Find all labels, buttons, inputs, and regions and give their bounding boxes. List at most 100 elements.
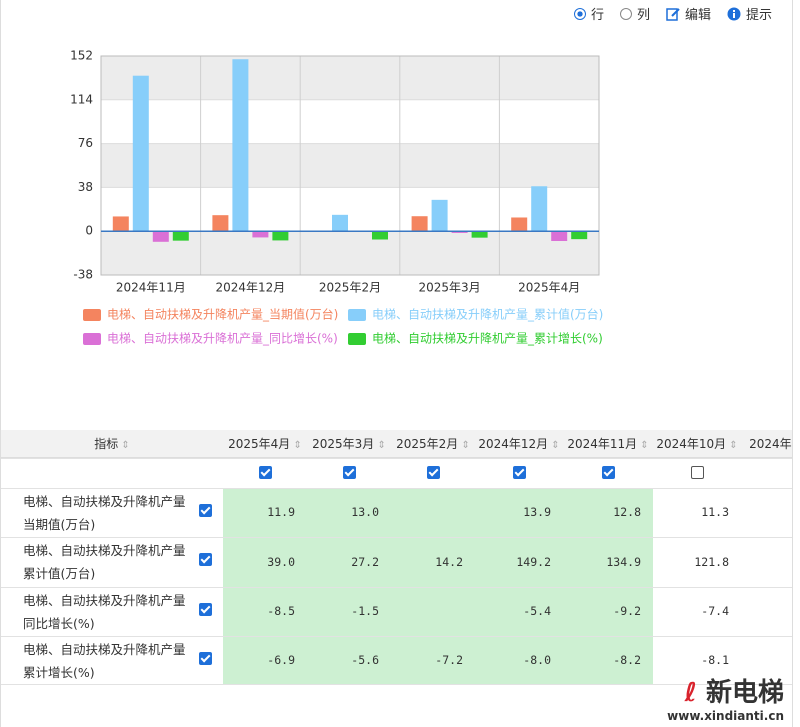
cell-value: 134.9 (606, 555, 641, 569)
y-tick-label: 0 (85, 224, 93, 238)
plot-band (101, 56, 599, 100)
cell-value: 14.2 (435, 555, 463, 569)
row-border (1, 587, 792, 588)
legend-swatch (83, 333, 101, 345)
sort-icon[interactable]: ⇕ (290, 440, 302, 451)
label: 行 (590, 8, 604, 23)
y-tick-label: 38 (78, 180, 93, 194)
cell-value: -5.4 (523, 604, 551, 618)
column-header[interactable]: 2024年12月 ⇕ (475, 430, 563, 458)
legend-label: 电梯、自动扶梯及升降机产量_累计值(万台) (372, 307, 603, 322)
bar (332, 214, 348, 232)
cell-value: 12.8 (613, 505, 641, 519)
header-text: 2024年12月 (478, 437, 549, 451)
bar (112, 216, 129, 232)
sort-icon[interactable]: ⇕ (726, 440, 738, 451)
legend-label: 电梯、自动扶梯及升降机产量_累计增长(%) (372, 331, 603, 346)
toolbar: 行 列 编辑 提示 (573, 4, 772, 23)
label: 编辑 (684, 8, 711, 23)
cell-value: -1.5 (351, 604, 379, 618)
cell-value: -5.6 (351, 653, 379, 667)
cell-value: 11.3 (701, 505, 729, 519)
column-checkbox[interactable] (691, 466, 704, 479)
row-checkbox[interactable] (199, 652, 212, 665)
row-border (1, 488, 792, 489)
sort-icon[interactable]: ⇕ (637, 440, 649, 451)
cell-value: -8.1 (701, 653, 729, 667)
row-checkbox[interactable] (199, 603, 212, 616)
highlight (223, 587, 653, 636)
legend-swatch (348, 333, 366, 345)
label: 列 (636, 8, 650, 23)
bar (152, 231, 169, 242)
column-checkbox[interactable] (513, 466, 526, 479)
cell-value: -8.2 (613, 653, 641, 667)
header-bg (1, 430, 792, 458)
edit-icon (666, 7, 680, 21)
cell-value: 121.8 (694, 555, 729, 569)
column-header[interactable]: 指标 ⇕ (1, 430, 223, 458)
row-label: 累计增长(%) (23, 665, 95, 680)
edit-button[interactable]: 编辑 (666, 4, 711, 23)
column-header[interactable]: 2024年11月 ⇕ (563, 430, 653, 458)
column-header[interactable]: 2025年2月 ⇕ (391, 430, 475, 458)
header-text: 指标 (94, 437, 119, 451)
row-label: 电梯、自动扶梯及升降机产量 (23, 543, 186, 558)
row-label: 累计值(万台) (23, 566, 96, 581)
row-checkbox[interactable] (199, 553, 212, 566)
cell-value: -9.2 (613, 604, 641, 618)
cell-value: 149.2 (516, 555, 551, 569)
column-option[interactable]: 列 (619, 4, 650, 23)
highlight (223, 488, 653, 537)
header-text: 2024年9月 (749, 437, 792, 451)
row-border (1, 458, 792, 459)
bar (511, 217, 528, 232)
row-border (1, 684, 792, 685)
plot-band (101, 99, 599, 144)
sort-icon[interactable]: ⇕ (374, 440, 386, 451)
x-tick-label: 2025年4月 (518, 281, 580, 295)
row-label: 当期值(万台) (23, 517, 96, 532)
bar (172, 231, 189, 241)
hint-button[interactable]: 提示 (727, 4, 772, 23)
header-text: 2025年2月 (396, 437, 459, 451)
column-checkbox[interactable] (343, 466, 356, 479)
column-checkbox[interactable] (259, 466, 272, 479)
row-border (1, 636, 792, 637)
bar (431, 199, 448, 232)
cell-value: 27.2 (351, 555, 379, 569)
row-label: 电梯、自动扶梯及升降机产量 (23, 593, 186, 608)
legend-swatch (348, 309, 366, 321)
cell-value: -7.2 (435, 653, 463, 667)
row-option[interactable]: 行 (573, 4, 604, 23)
column-header[interactable]: 2025年3月 ⇕ (307, 430, 391, 458)
row-label: 同比增长(%) (23, 616, 95, 631)
bar (132, 75, 149, 232)
plot-band (101, 143, 599, 188)
row-checkbox[interactable] (199, 504, 212, 517)
radio[interactable] (573, 7, 586, 20)
cell-value: -6.9 (267, 653, 295, 667)
radio[interactable] (619, 7, 632, 20)
header-text: 2024年11月 (567, 437, 638, 451)
bar (471, 231, 488, 238)
y-tick-label: 76 (78, 136, 93, 150)
bar (571, 231, 588, 240)
sort-icon[interactable]: ⇕ (118, 440, 130, 451)
sort-icon[interactable]: ⇕ (458, 440, 470, 451)
column-header[interactable]: 2025年4月 ⇕ (223, 430, 307, 458)
y-tick-label: 152 (70, 49, 93, 63)
column-header[interactable]: 2024年10月 ⇕ (653, 430, 741, 458)
bar (232, 59, 249, 232)
cell-value: -8.5 (267, 604, 295, 618)
column-header[interactable]: 2024年9月 ⇕ (741, 430, 792, 458)
sort-icon[interactable]: ⇕ (548, 440, 560, 451)
plot-border (100, 55, 600, 276)
bar (272, 231, 289, 241)
column-checkbox[interactable] (602, 466, 615, 479)
header-text: 2025年4月 (228, 437, 291, 451)
legend-label: 电梯、自动扶梯及升降机产量_当期值(万台) (107, 307, 338, 322)
column-checkbox[interactable] (427, 466, 440, 479)
